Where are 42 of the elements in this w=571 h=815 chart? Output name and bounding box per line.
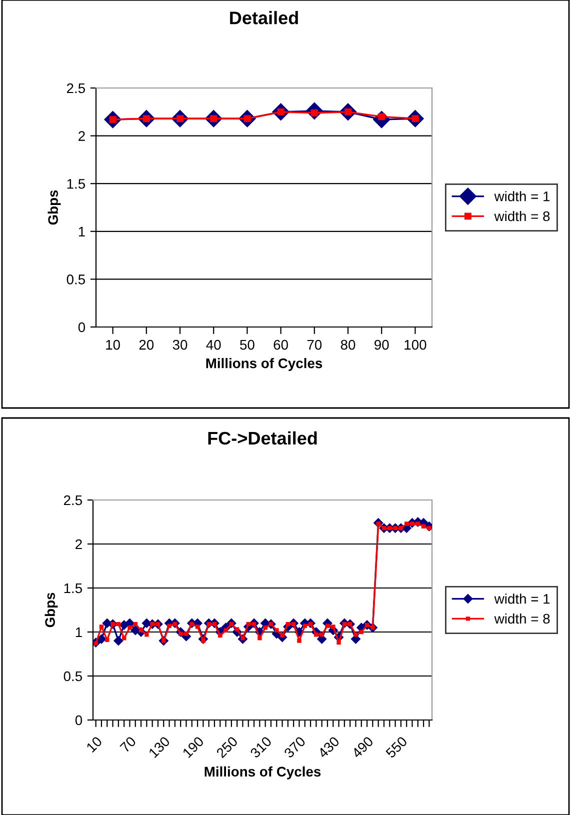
y-tick-label: 0.5 [64, 671, 82, 682]
x-tick-label: 80 [340, 340, 356, 350]
x-tick-label: 40 [206, 340, 221, 350]
legend-label: width = 1 [494, 594, 550, 604]
x-tick-label: 490 [351, 736, 374, 759]
x-tick-label: 10 [106, 340, 120, 350]
legend-label: width = 8 [494, 613, 550, 624]
y-axis-title: Gbps [48, 190, 61, 225]
y-tick-label: 0 [75, 715, 82, 726]
chart-title: Detailed [230, 11, 298, 24]
y-axis-title: Gbps [44, 592, 58, 628]
legend-label: width = 1 [494, 191, 550, 202]
y-tick-label: 2 [78, 131, 85, 141]
x-axis-title: Millions of Cycles [206, 358, 322, 371]
y-tick-label: 2.5 [64, 495, 82, 506]
x-axis-title: Millions of Cycles [204, 766, 321, 780]
x-tick-label: 130 [148, 736, 170, 758]
x-tick-label: 430 [317, 736, 340, 759]
x-tick-label: 70 [307, 340, 322, 350]
y-tick-label: 0.5 [66, 274, 86, 284]
x-tick-label: 190 [182, 736, 204, 758]
y-tick-label: 1.5 [64, 583, 82, 594]
y-tick-label: 1 [78, 226, 85, 236]
x-tick-label: 30 [172, 340, 188, 350]
x-tick-label: 250 [216, 736, 238, 758]
x-tick-label: 100 [404, 340, 426, 350]
x-tick-label: 310 [250, 736, 272, 758]
x-tick-label: 550 [385, 736, 408, 758]
x-tick-label: 50 [240, 340, 254, 350]
x-tick-label: 60 [274, 340, 288, 350]
x-tick-label: 90 [374, 340, 389, 350]
y-tick-label: 2.5 [66, 83, 86, 94]
chart-title: FC->Detailed [208, 431, 317, 445]
y-tick-label: 2 [76, 539, 82, 550]
y-tick-label: 0 [78, 322, 86, 332]
x-tick-label: 70 [120, 736, 137, 753]
y-tick-label: 1 [76, 627, 82, 638]
legend-label: width = 8 [494, 210, 550, 222]
x-tick-label: 370 [283, 736, 306, 758]
x-tick-label: 10 [86, 736, 103, 753]
x-tick-label: 20 [139, 340, 154, 350]
y-tick-label: 1.5 [67, 179, 86, 189]
